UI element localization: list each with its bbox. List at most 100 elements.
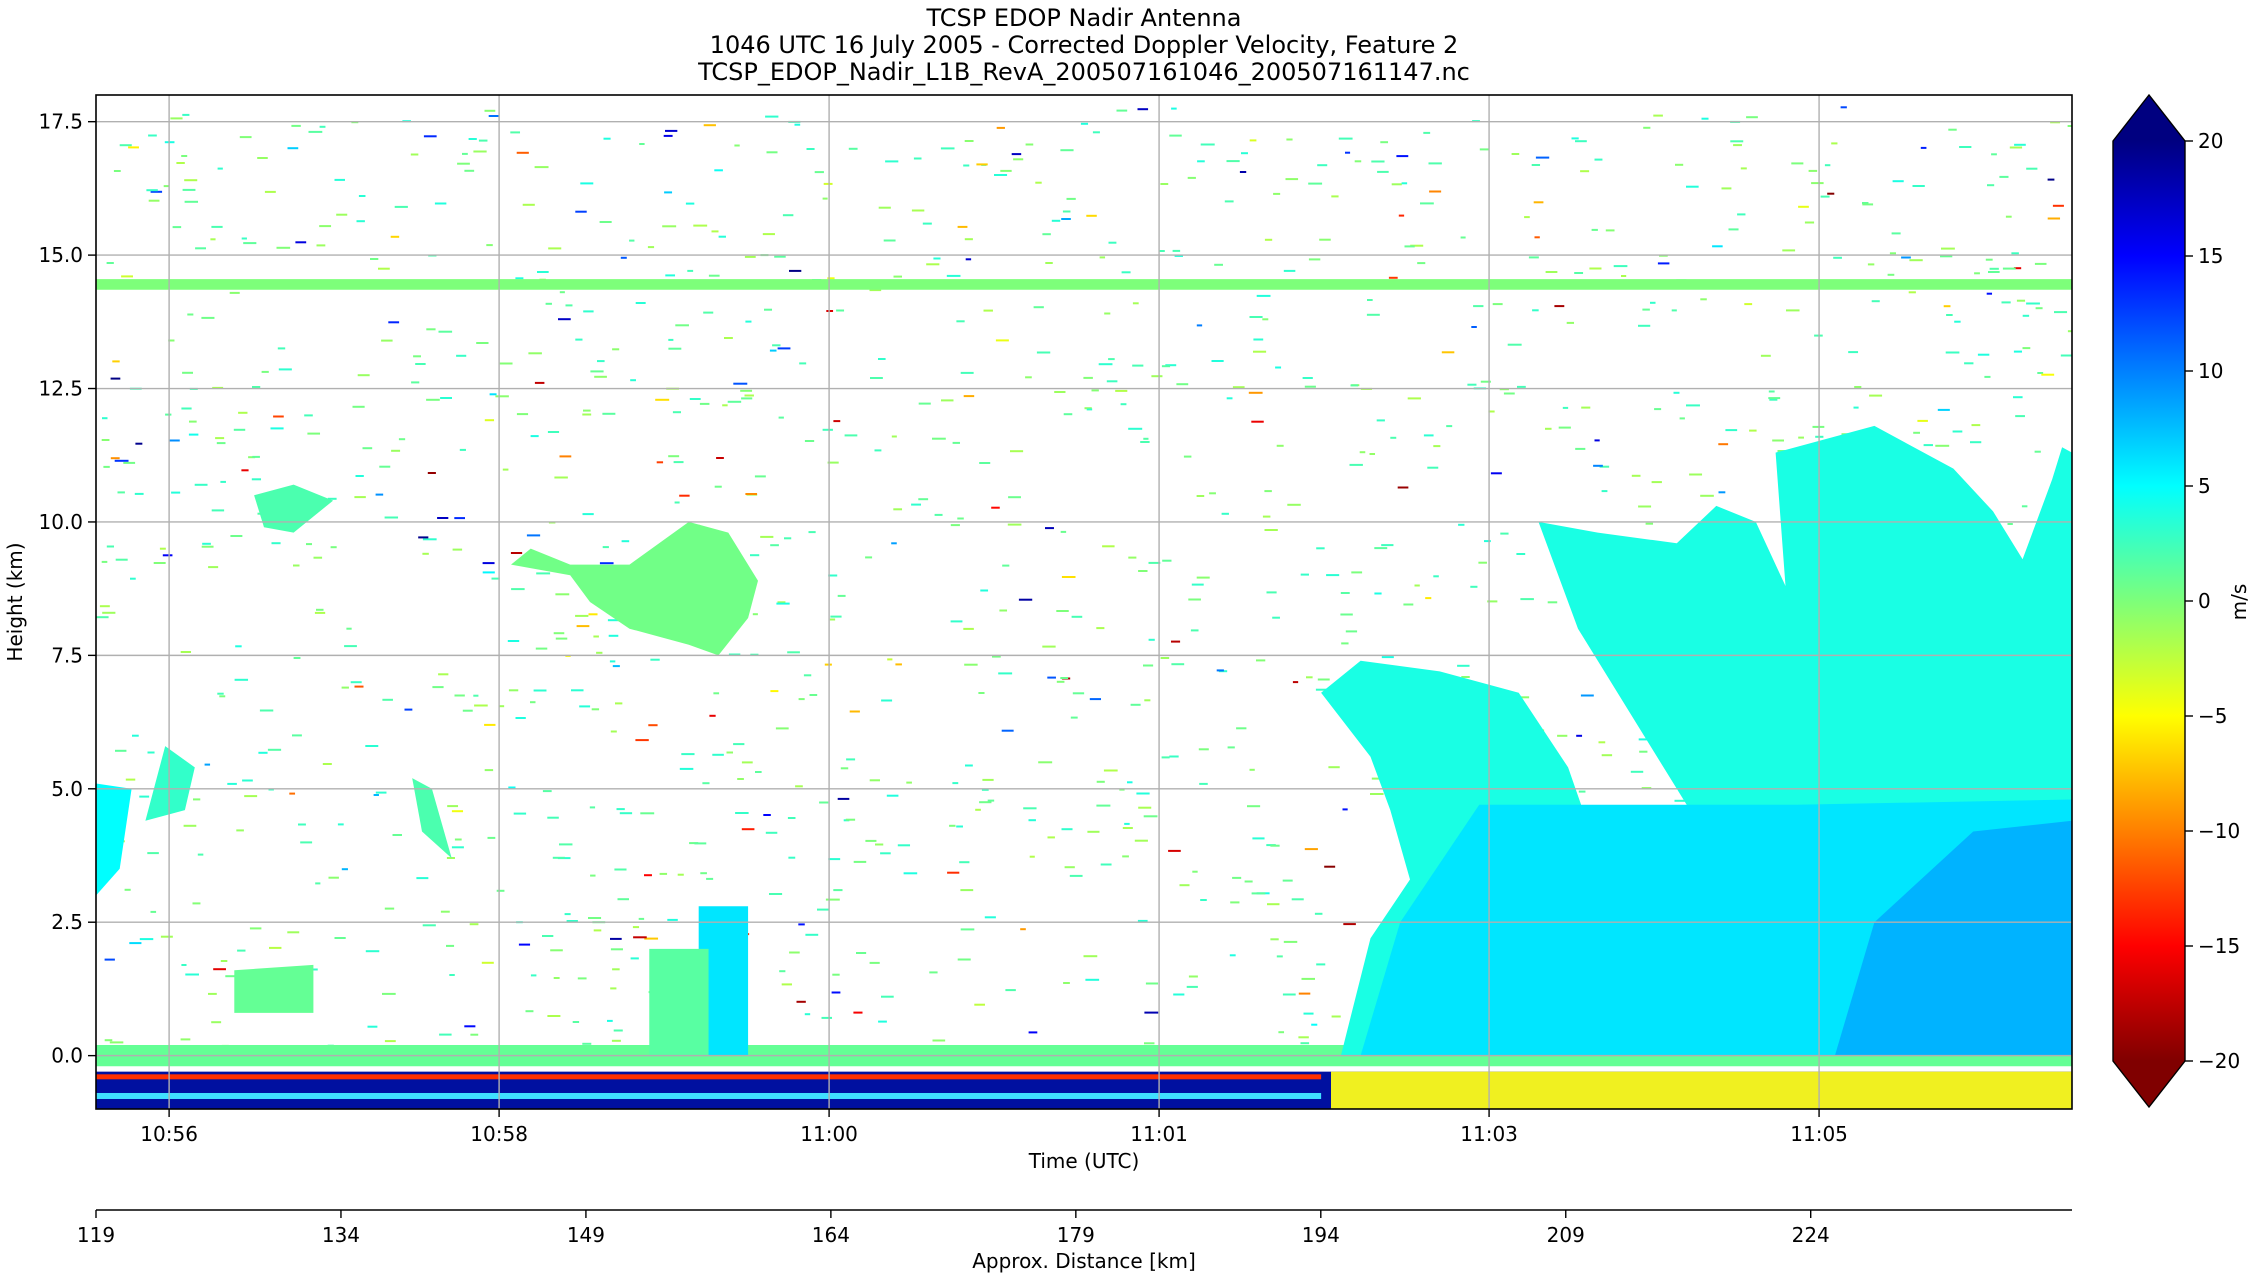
noise-pixel bbox=[665, 129, 678, 132]
noise-pixel bbox=[718, 235, 726, 238]
noise-pixel bbox=[1679, 417, 1685, 420]
noise-pixel bbox=[1232, 876, 1242, 879]
noise-pixel bbox=[267, 748, 282, 751]
noise-pixel bbox=[1533, 201, 1544, 204]
noise-pixel bbox=[694, 842, 707, 845]
noise-pixel bbox=[740, 389, 753, 392]
noise-pixel bbox=[1351, 571, 1363, 574]
noise-pixel bbox=[233, 428, 246, 431]
noise-pixel bbox=[356, 220, 365, 223]
noise-pixel bbox=[1920, 146, 1927, 149]
noise-pixel bbox=[765, 115, 779, 118]
noise-pixel bbox=[655, 398, 670, 401]
noise-pixel bbox=[1199, 782, 1208, 785]
noise-pixel bbox=[264, 190, 276, 193]
noise-pixel bbox=[422, 924, 436, 927]
noise-pixel bbox=[1376, 419, 1385, 422]
noise-pixel bbox=[960, 928, 975, 931]
noise-pixel bbox=[1140, 441, 1150, 443]
noise-pixel bbox=[1190, 629, 1199, 632]
noise-pixel bbox=[1744, 303, 1753, 306]
noise-pixel bbox=[1226, 397, 1233, 400]
noise-pixel bbox=[999, 609, 1008, 612]
noise-pixel bbox=[1160, 183, 1169, 185]
noise-pixel bbox=[978, 692, 985, 694]
noise-pixel bbox=[1096, 804, 1111, 807]
noise-pixel bbox=[713, 692, 720, 695]
noise-pixel bbox=[583, 409, 591, 412]
noise-pixel bbox=[946, 274, 961, 277]
noise-pixel bbox=[620, 256, 627, 259]
noise-pixel bbox=[2037, 372, 2044, 374]
noise-pixel bbox=[1171, 663, 1185, 666]
noise-pixel bbox=[486, 244, 493, 247]
noise-pixel bbox=[432, 686, 444, 689]
noise-pixel bbox=[2052, 204, 2064, 207]
noise-pixel bbox=[559, 843, 573, 846]
noise-pixel bbox=[1786, 309, 1800, 312]
noise-pixel bbox=[115, 749, 127, 752]
noise-pixel bbox=[1675, 163, 1684, 166]
noise-pixel bbox=[470, 1033, 479, 1036]
noise-pixel bbox=[550, 949, 563, 952]
noise-pixel bbox=[491, 577, 500, 580]
noise-pixel bbox=[1598, 741, 1606, 744]
noise-pixel bbox=[438, 330, 453, 333]
noise-pixel bbox=[1115, 389, 1128, 392]
noise-pixel bbox=[451, 810, 464, 813]
noise-pixel bbox=[1315, 688, 1327, 691]
noise-pixel bbox=[513, 812, 527, 815]
noise-pixel bbox=[1985, 258, 1993, 261]
noise-pixel bbox=[1270, 938, 1279, 941]
distance-tick-label: 224 bbox=[1792, 1223, 1830, 1247]
noise-pixel bbox=[589, 806, 596, 809]
noise-pixel bbox=[1319, 238, 1331, 241]
noise-pixel bbox=[251, 478, 262, 481]
noise-pixel bbox=[1144, 699, 1151, 702]
noise-pixel bbox=[602, 546, 609, 549]
noise-pixel bbox=[1251, 420, 1264, 423]
noise-pixel bbox=[316, 244, 326, 247]
noise-pixel bbox=[528, 352, 542, 355]
noise-pixel bbox=[1848, 351, 1859, 354]
noise-pixel bbox=[1824, 164, 1831, 167]
noise-pixel bbox=[1558, 426, 1571, 429]
noise-pixel bbox=[482, 562, 495, 565]
noise-pixel bbox=[737, 778, 744, 780]
noise-pixel bbox=[1251, 892, 1266, 895]
noise-pixel bbox=[630, 379, 636, 382]
noise-pixel bbox=[1151, 375, 1163, 378]
noise-pixel bbox=[2022, 314, 2030, 317]
noise-pixel bbox=[875, 843, 884, 846]
noise-pixel bbox=[831, 991, 841, 994]
x-tick-label: 11:05 bbox=[1790, 1122, 1848, 1146]
noise-pixel bbox=[1308, 258, 1321, 261]
noise-pixel bbox=[744, 255, 756, 258]
noise-pixel bbox=[959, 861, 970, 864]
noise-pixel bbox=[1638, 505, 1652, 508]
noise-pixel bbox=[1000, 169, 1012, 172]
noise-pixel bbox=[1391, 183, 1402, 186]
noise-pixel bbox=[1002, 564, 1010, 567]
noise-pixel bbox=[1654, 408, 1662, 411]
noise-pixel bbox=[1718, 491, 1726, 494]
noise-pixel bbox=[1480, 380, 1491, 383]
cloud-blob-upper bbox=[254, 484, 334, 533]
noise-pixel bbox=[547, 431, 560, 433]
noise-pixel bbox=[957, 225, 968, 228]
noise-pixel bbox=[289, 792, 296, 795]
noise-pixel bbox=[1591, 228, 1598, 231]
noise-pixel bbox=[293, 657, 301, 659]
noise-pixel bbox=[774, 255, 786, 258]
noise-pixel bbox=[1345, 630, 1358, 633]
noise-pixel bbox=[1086, 214, 1097, 217]
colorbar-tick-label: 20 bbox=[2198, 129, 2223, 153]
noise-pixel bbox=[1292, 681, 1299, 684]
noise-pixel bbox=[215, 437, 225, 440]
noise-pixel bbox=[974, 1003, 985, 1006]
noise-pixel bbox=[117, 491, 125, 494]
noise-pixel bbox=[416, 877, 429, 880]
noise-pixel bbox=[2047, 217, 2061, 220]
noise-pixel bbox=[229, 291, 240, 294]
noise-pixel bbox=[165, 413, 172, 416]
